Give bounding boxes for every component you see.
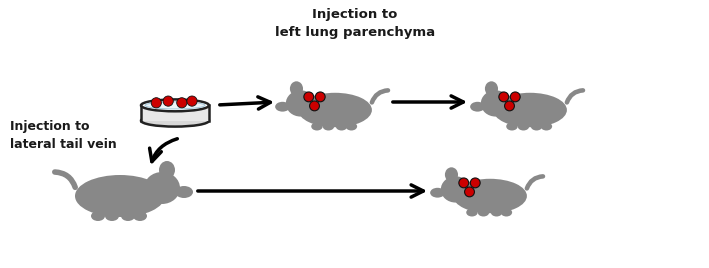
Ellipse shape bbox=[159, 161, 175, 179]
Circle shape bbox=[459, 178, 469, 188]
Ellipse shape bbox=[531, 122, 542, 131]
Ellipse shape bbox=[445, 167, 458, 182]
FancyBboxPatch shape bbox=[141, 105, 209, 121]
Ellipse shape bbox=[141, 115, 209, 126]
Circle shape bbox=[177, 98, 187, 108]
Ellipse shape bbox=[506, 122, 518, 131]
Ellipse shape bbox=[133, 211, 147, 221]
Ellipse shape bbox=[91, 211, 105, 221]
Ellipse shape bbox=[430, 188, 445, 198]
Ellipse shape bbox=[144, 172, 180, 204]
Circle shape bbox=[470, 178, 480, 188]
Ellipse shape bbox=[275, 102, 290, 112]
Ellipse shape bbox=[467, 208, 478, 217]
Ellipse shape bbox=[478, 208, 489, 217]
Circle shape bbox=[151, 98, 162, 108]
Circle shape bbox=[464, 187, 474, 197]
Circle shape bbox=[187, 96, 197, 106]
Ellipse shape bbox=[145, 102, 205, 109]
Text: Injection to
left lung parenchyma: Injection to left lung parenchyma bbox=[275, 8, 435, 39]
Ellipse shape bbox=[453, 179, 527, 213]
Text: Injection to
lateral tail vein: Injection to lateral tail vein bbox=[10, 120, 117, 151]
Ellipse shape bbox=[441, 176, 470, 203]
Circle shape bbox=[316, 92, 325, 102]
Ellipse shape bbox=[518, 122, 529, 131]
Ellipse shape bbox=[141, 99, 209, 111]
Ellipse shape bbox=[298, 93, 372, 127]
Ellipse shape bbox=[121, 211, 135, 221]
Ellipse shape bbox=[541, 122, 552, 131]
Ellipse shape bbox=[493, 93, 567, 127]
Ellipse shape bbox=[481, 90, 510, 117]
Circle shape bbox=[304, 92, 313, 102]
Ellipse shape bbox=[485, 81, 498, 96]
Ellipse shape bbox=[501, 208, 512, 217]
Circle shape bbox=[505, 101, 515, 111]
Ellipse shape bbox=[491, 208, 502, 217]
Ellipse shape bbox=[75, 175, 165, 217]
Circle shape bbox=[310, 101, 320, 111]
Circle shape bbox=[510, 92, 520, 102]
Ellipse shape bbox=[175, 186, 193, 198]
Ellipse shape bbox=[105, 211, 119, 221]
Circle shape bbox=[163, 96, 173, 106]
Ellipse shape bbox=[323, 122, 334, 131]
Ellipse shape bbox=[290, 81, 303, 96]
Ellipse shape bbox=[470, 102, 485, 112]
Circle shape bbox=[499, 92, 508, 102]
Ellipse shape bbox=[286, 90, 316, 117]
Ellipse shape bbox=[311, 122, 323, 131]
Ellipse shape bbox=[336, 122, 347, 131]
Ellipse shape bbox=[346, 122, 357, 131]
